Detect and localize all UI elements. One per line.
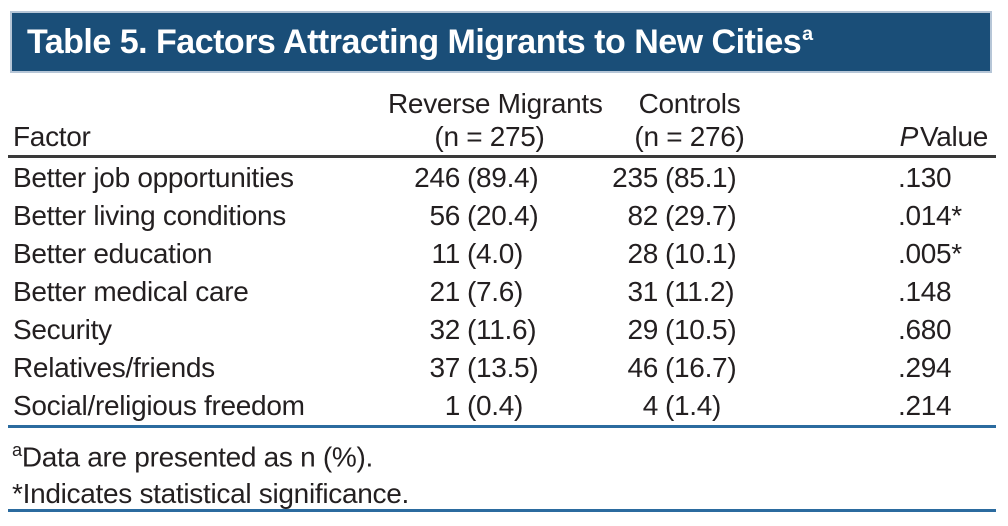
column-header-controls-label: Controls bbox=[638, 88, 741, 119]
reverse-migrants-count-cell: 37 bbox=[429, 352, 460, 383]
footnote-text: Indicates statistical significance. bbox=[22, 478, 410, 510]
footnote-marker-a: a bbox=[12, 440, 22, 460]
table-row: Better living conditions 56 (20.4) 82 (2… bbox=[8, 197, 996, 235]
controls-count-cell: 235 bbox=[612, 162, 658, 193]
reverse-migrants-percent-cell: (0.4) bbox=[467, 390, 524, 421]
header-rule bbox=[8, 155, 996, 158]
table-bottom-rule bbox=[8, 509, 996, 512]
reverse-migrants-percent-cell: (7.6) bbox=[467, 276, 524, 307]
controls-percent-cell: (10.5) bbox=[665, 314, 737, 345]
reverse-migrants-count-cell: 32 bbox=[429, 314, 460, 345]
controls-percent-cell: (16.7) bbox=[665, 352, 737, 383]
column-header-reverse-migrants-label: Reverse Migrants bbox=[388, 88, 603, 119]
table-row: Better education 11 (4.0) 28 (10.1) .005… bbox=[8, 235, 996, 273]
factor-cell: Relatives/friends bbox=[13, 352, 215, 383]
factor-cell: Social/religious freedom bbox=[13, 390, 305, 421]
p-value-cell: .148 bbox=[898, 276, 952, 307]
reverse-migrants-percent-cell: (11.6) bbox=[467, 314, 537, 345]
reverse-migrants-percent-cell: (89.4) bbox=[467, 162, 539, 193]
reverse-migrants-percent-cell: (13.5) bbox=[467, 352, 539, 383]
controls-count-cell: 46 bbox=[627, 352, 658, 383]
table-title-text: Table 5. Factors Attracting Migrants to … bbox=[27, 22, 802, 61]
column-header-p-value: PValue bbox=[788, 120, 996, 153]
reverse-migrants-count-cell: 246 bbox=[414, 162, 460, 193]
controls-percent-cell: (11.2) bbox=[665, 276, 735, 307]
reverse-migrants-count-cell: 56 bbox=[429, 200, 460, 231]
column-header-factor: Factor bbox=[13, 121, 91, 152]
footnote-data-presentation: aData are presented as n (%). bbox=[12, 432, 996, 475]
p-value-cell: .214 bbox=[898, 390, 952, 421]
table-row: Social/religious freedom 1 (0.4) 4 (1.4)… bbox=[8, 387, 996, 425]
table-body: Better job opportunities 246 (89.4) 235 … bbox=[8, 159, 996, 425]
factor-cell: Security bbox=[13, 314, 112, 345]
title-footnote-marker: a bbox=[802, 23, 813, 46]
p-value-cell: .680 bbox=[898, 314, 952, 345]
factor-cell: Better living conditions bbox=[13, 200, 286, 231]
controls-percent-cell: (85.1) bbox=[665, 162, 737, 193]
footnote-text: Data are presented as n (%). bbox=[21, 441, 373, 473]
reverse-migrants-percent-cell: (20.4) bbox=[467, 200, 539, 231]
controls-count-cell: 82 bbox=[627, 200, 658, 231]
column-header-reverse-migrants-n: (n = 275) bbox=[434, 121, 545, 152]
p-value-cell: .005* bbox=[898, 238, 962, 269]
footnote-significance: *Indicates statistical significance. bbox=[12, 475, 996, 512]
controls-percent-cell: (10.1) bbox=[665, 238, 737, 269]
column-header-reverse-migrants: Reverse Migrants (n = 275) bbox=[388, 87, 603, 153]
controls-count-cell: 31 bbox=[627, 276, 658, 307]
footnote-top-rule bbox=[8, 425, 996, 428]
column-header-controls: Controls (n = 276) bbox=[591, 87, 788, 153]
p-italic: P bbox=[899, 121, 919, 152]
table-row: Better job opportunities 246 (89.4) 235 … bbox=[8, 159, 996, 197]
table-row: Security 32 (11.6) 29 (10.5) .680 bbox=[8, 311, 996, 349]
p-value-cell: .130 bbox=[898, 162, 952, 193]
factor-cell: Better job opportunities bbox=[13, 162, 294, 193]
footnote-marker-asterisk: * bbox=[12, 478, 23, 510]
reverse-migrants-count-cell: 11 bbox=[431, 238, 461, 269]
controls-count-cell: 4 bbox=[642, 390, 659, 421]
table-footnotes: aData are presented as n (%). *Indicates… bbox=[8, 432, 996, 512]
p-value-cell: .294 bbox=[898, 352, 952, 383]
reverse-migrants-count-cell: 21 bbox=[429, 276, 460, 307]
table-title: Table 5. Factors Attracting Migrants to … bbox=[27, 23, 813, 62]
p-value-cell: .014* bbox=[898, 200, 962, 231]
reverse-migrants-count-cell: 1 bbox=[444, 390, 461, 421]
table-header-row: Factor Reverse Migrants (n = 275) Contro… bbox=[8, 78, 996, 153]
p-value-label: Value bbox=[919, 121, 988, 152]
factor-cell: Better medical care bbox=[13, 276, 249, 307]
controls-percent-cell: (1.4) bbox=[665, 390, 722, 421]
controls-percent-cell: (29.7) bbox=[665, 200, 737, 231]
table-title-bar: Table 5. Factors Attracting Migrants to … bbox=[10, 11, 992, 73]
controls-count-cell: 28 bbox=[627, 238, 658, 269]
factor-cell: Better education bbox=[13, 238, 213, 269]
column-header-controls-n: (n = 276) bbox=[634, 121, 745, 152]
table-row: Relatives/friends 37 (13.5) 46 (16.7) .2… bbox=[8, 349, 996, 387]
table-row: Better medical care 21 (7.6) 31 (11.2) .… bbox=[8, 273, 996, 311]
controls-count-cell: 29 bbox=[627, 314, 658, 345]
reverse-migrants-percent-cell: (4.0) bbox=[467, 238, 524, 269]
